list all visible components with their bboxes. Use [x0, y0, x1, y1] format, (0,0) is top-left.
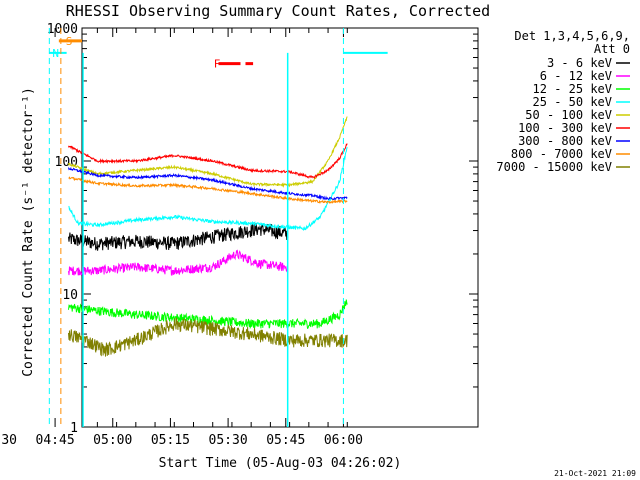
series-line [68, 166, 348, 201]
y-axis-label: Corrected Count Rate (s⁻¹ detector⁻¹) [21, 87, 36, 377]
x-axis-label: Start Time (05-Aug-03 04:26:02) [159, 456, 402, 471]
series-line [68, 317, 348, 357]
y-tick-label: 1000 [47, 22, 78, 37]
chart-title: RHESSI Observing Summary Count Rates, Co… [66, 2, 490, 20]
legend-label: 25 - 50 keV [533, 95, 612, 109]
legend-label: 100 - 300 keV [518, 121, 612, 135]
legend-label: 800 - 7000 keV [511, 147, 612, 161]
x-tick-label: 05:30 [209, 433, 248, 448]
plot-frame [81, 27, 479, 428]
x-tick-label: 05:45 [266, 433, 305, 448]
x-tick-label: 05:15 [151, 433, 190, 448]
legend-header-line1: Det 1,3,4,5,6,9, [514, 29, 630, 43]
series-line [68, 299, 348, 330]
y-tick-label: 100 [55, 155, 78, 170]
legend-header-line2: Att 0 [594, 42, 630, 56]
series-line [68, 143, 348, 179]
annotation-letter: F [214, 58, 221, 71]
legend-label: 300 - 800 keV [518, 134, 612, 148]
x-tick-label: 04:45 [36, 433, 75, 448]
series-line [68, 116, 348, 188]
x-tick-label: 06:00 [324, 433, 363, 448]
series-line [68, 249, 289, 277]
annotation-letter: N [52, 47, 59, 60]
legend-label: 7000 - 15000 keV [496, 160, 612, 174]
series-line [68, 222, 289, 251]
legend-label: 6 - 12 keV [540, 69, 612, 83]
chart-layer: 1 10 100 1000 04:30 04:45 05:00 05:15 05:30 05:45… [0, 22, 630, 448]
series-line [68, 146, 348, 232]
legend-label: 3 - 6 keV [547, 56, 612, 70]
x-tick-label: 05:00 [93, 433, 132, 448]
footer-date: 21-Oct-2021 21:09 [554, 469, 636, 478]
legend-label: 50 - 100 keV [525, 108, 612, 122]
series-line [68, 176, 348, 205]
y-tick-label: 10 [62, 288, 78, 303]
y-tick-label: 1 [70, 421, 78, 436]
x-tick-label: 04:30 [0, 433, 17, 448]
annotation-letter: S [66, 35, 73, 48]
legend-label: 12 - 25 keV [533, 82, 612, 96]
